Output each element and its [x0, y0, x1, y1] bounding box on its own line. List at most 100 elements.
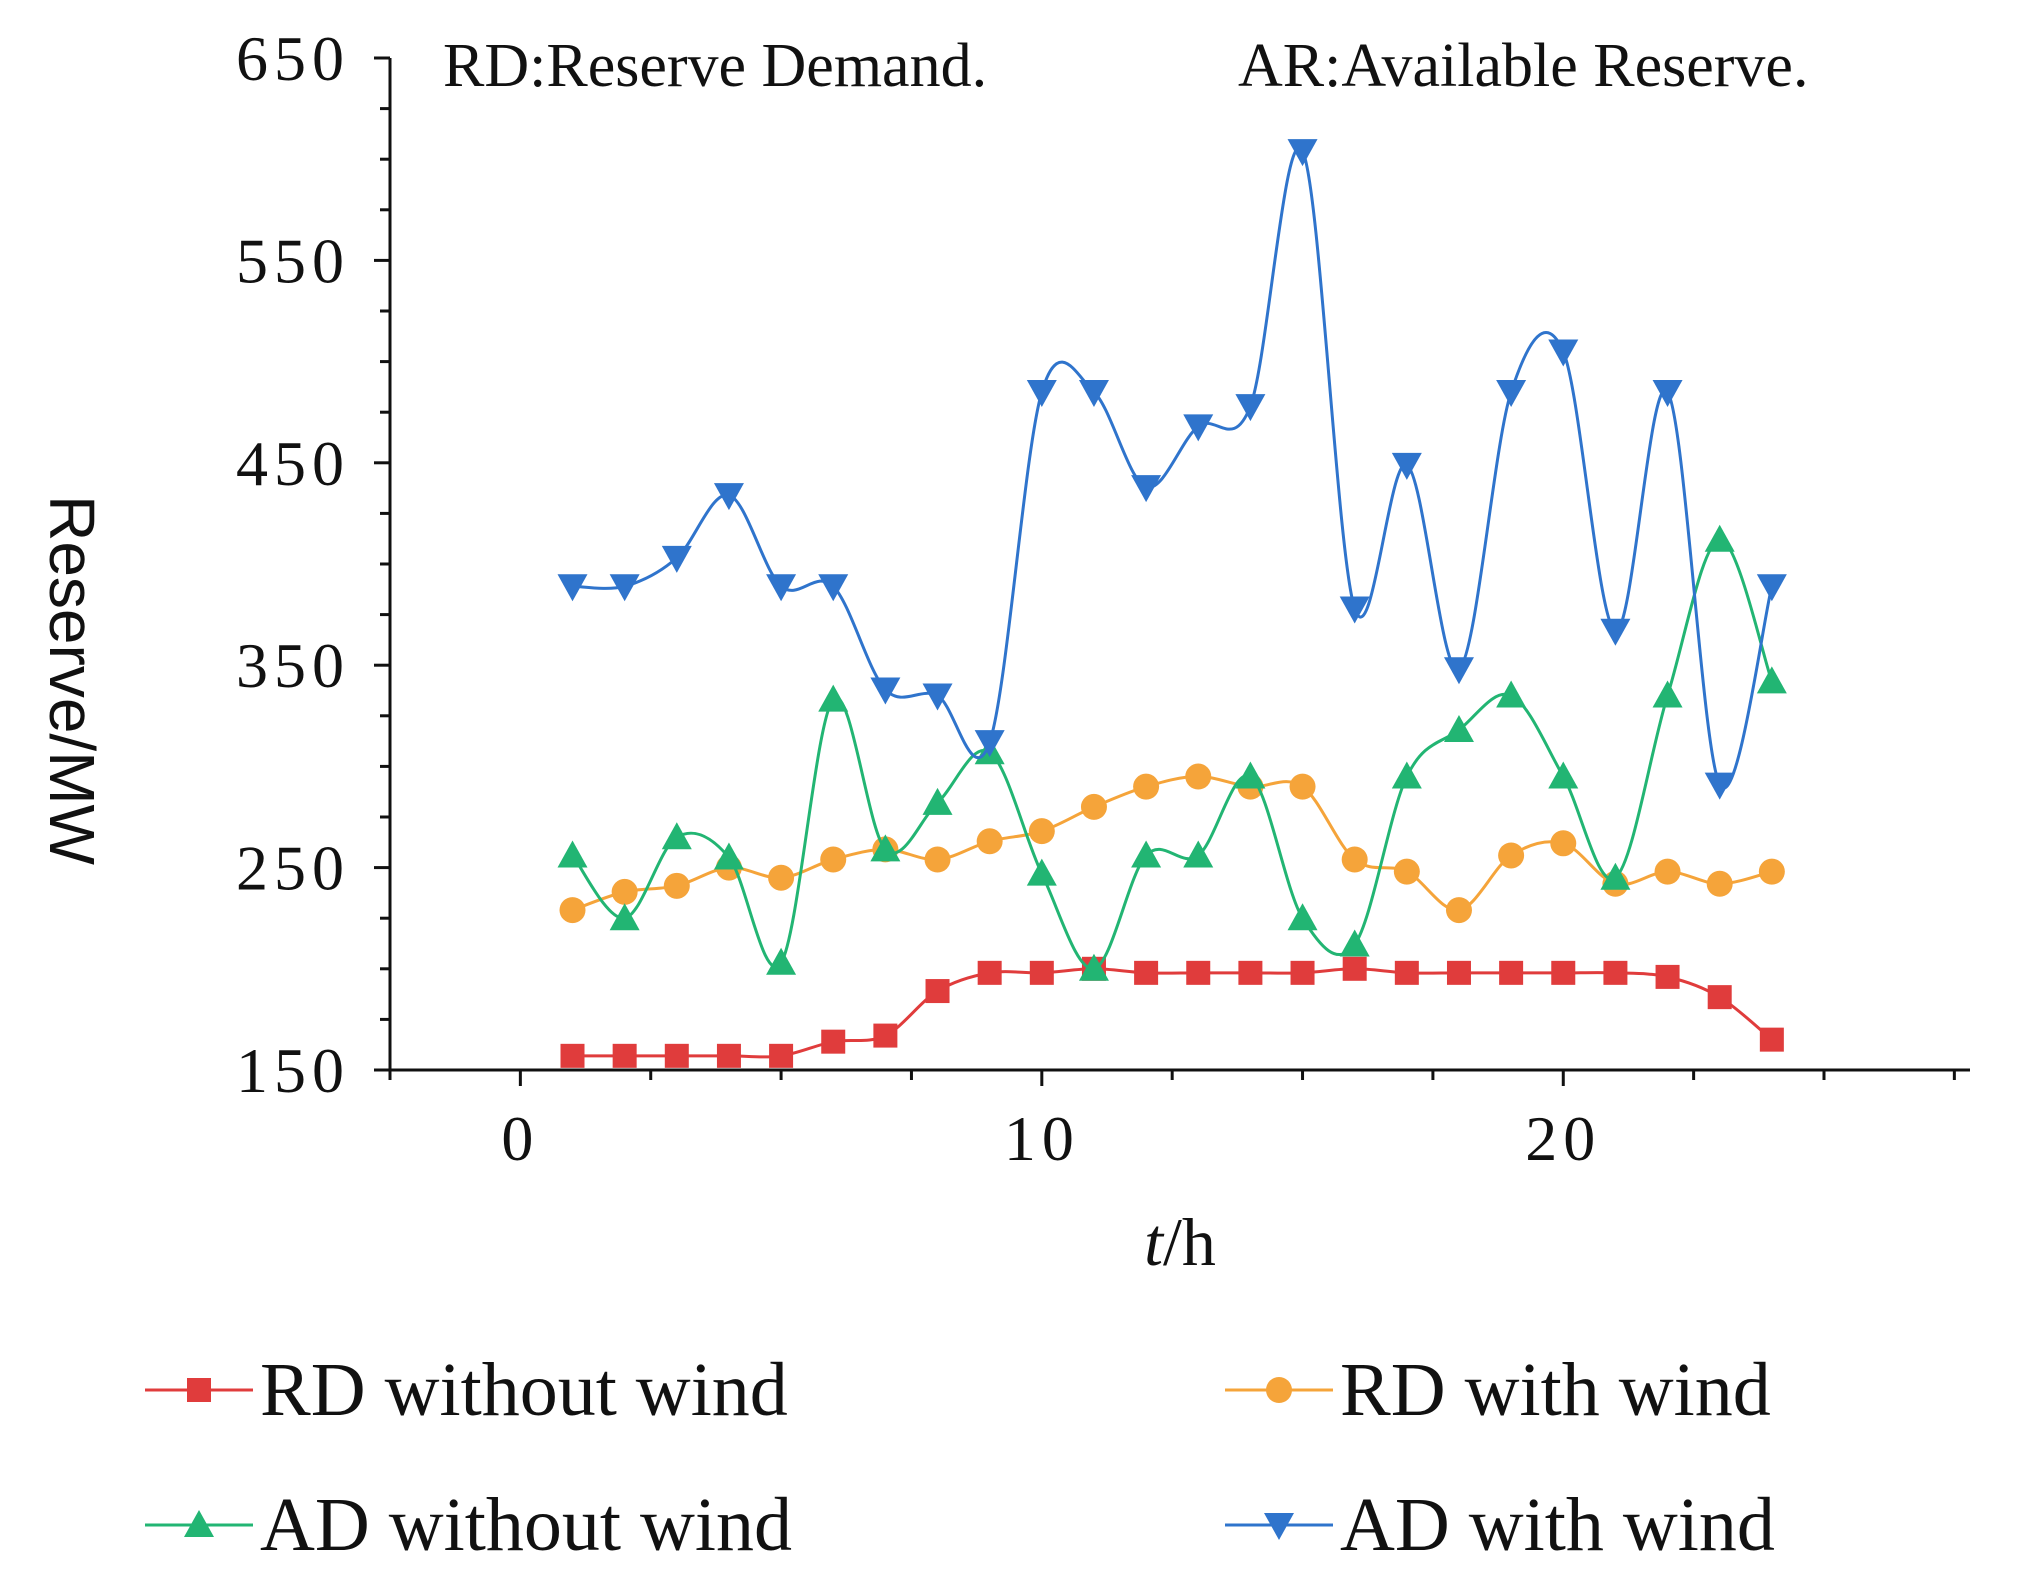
data-point-ad-with-wind	[766, 574, 797, 602]
legend-label: AD without wind	[260, 1483, 792, 1567]
data-point-ad-without-wind	[1078, 953, 1109, 981]
data-point-rd-with-wind	[924, 846, 951, 873]
data-point-ad-with-wind	[1548, 339, 1579, 367]
ticks	[374, 56, 1956, 1086]
series-rd-with-wind	[559, 763, 1785, 924]
data-point-rd-with-wind	[1445, 897, 1472, 924]
data-point-ad-with-wind	[1443, 657, 1474, 685]
data-point-ad-without-wind	[1704, 524, 1735, 552]
annotation-rd: RD:Reserve Demand.	[443, 32, 987, 100]
data-point-rd-with-wind	[1341, 846, 1368, 873]
legend-label: AD with wind	[1340, 1483, 1775, 1567]
data-point-rd-without-wind	[1551, 960, 1576, 985]
y-tick-label: 350	[236, 630, 350, 701]
data-point-ad-without-wind	[1235, 761, 1266, 789]
data-point-ad-without-wind	[713, 842, 744, 870]
data-point-ad-with-wind	[1391, 452, 1422, 480]
data-point-ad-with-wind	[661, 545, 692, 573]
legend-label: RD with wind	[1340, 1348, 1771, 1432]
data-point-ad-without-wind	[1131, 840, 1162, 868]
data-point-ad-with-wind	[922, 683, 953, 711]
data-point-ad-with-wind	[557, 574, 588, 602]
data-point-rd-with-wind	[559, 897, 586, 924]
series-ad-without-wind	[557, 524, 1787, 981]
series-line-rd-with-wind	[572, 775, 1773, 912]
data-point-rd-without-wind	[821, 1029, 846, 1054]
data-point-rd-without-wind	[1394, 960, 1419, 985]
data-point-rd-without-wind	[1186, 960, 1211, 985]
data-point-ad-with-wind	[1235, 394, 1266, 422]
data-point-ad-with-wind	[1339, 596, 1370, 624]
data-point-rd-with-wind	[768, 864, 795, 891]
data-point-rd-without-wind	[1707, 985, 1732, 1010]
legend-item-rd-with-wind: RD with wind	[1225, 1348, 1771, 1432]
data-point-rd-with-wind	[1133, 773, 1160, 800]
data-point-rd-with-wind	[1028, 818, 1055, 845]
data-point-rd-with-wind	[820, 846, 847, 873]
data-point-ad-with-wind	[870, 677, 901, 705]
x-axis-label-unit: /h	[1163, 1204, 1216, 1280]
data-point-rd-with-wind	[663, 872, 690, 899]
data-point-ad-with-wind	[1704, 772, 1735, 800]
data-point-ad-without-wind	[1756, 666, 1787, 694]
data-point-rd-without-wind	[716, 1043, 741, 1068]
y-tick-label: 550	[236, 225, 350, 296]
y-tick-label: 250	[236, 833, 350, 904]
data-point-rd-without-wind	[1603, 960, 1628, 985]
data-point-rd-with-wind	[1185, 763, 1212, 790]
series-rd-without-wind	[560, 956, 1784, 1068]
data-point-rd-with-wind	[1758, 858, 1785, 885]
data-point-rd-with-wind	[1550, 830, 1577, 857]
data-point-ad-without-wind	[922, 787, 953, 815]
x-tick-label: 20	[1525, 1103, 1601, 1174]
data-point-ad-without-wind	[1496, 680, 1527, 708]
legend-label: RD without wind	[260, 1348, 788, 1432]
data-point-ad-without-wind	[1443, 714, 1474, 742]
data-point-rd-without-wind	[1499, 960, 1524, 985]
data-point-rd-with-wind	[1393, 858, 1420, 885]
data-point-ad-with-wind	[1183, 414, 1214, 442]
data-point-ad-with-wind	[713, 483, 744, 511]
data-point-rd-without-wind	[560, 1043, 585, 1068]
data-point-rd-with-wind	[1654, 858, 1681, 885]
data-point-rd-without-wind	[977, 960, 1002, 985]
y-axis-label: Reserve/MW	[36, 495, 108, 865]
data-point-ad-without-wind	[1183, 840, 1214, 868]
x-axis-label: t/h	[1144, 1204, 1216, 1280]
series-ad-with-wind	[557, 139, 1787, 800]
data-point-rd-without-wind	[925, 979, 950, 1004]
data-point-ad-without-wind	[1548, 761, 1579, 789]
data-point-ad-without-wind	[557, 840, 588, 868]
legend-item-rd-without-wind: RD without wind	[145, 1348, 788, 1432]
data-point-rd-without-wind	[1238, 960, 1263, 985]
data-point-ad-with-wind	[1652, 379, 1683, 407]
data-point-ad-without-wind	[661, 822, 692, 850]
data-point-ad-with-wind	[1287, 139, 1318, 167]
series-line-ad-with-wind	[572, 146, 1774, 790]
data-point-rd-without-wind	[1759, 1027, 1784, 1052]
data-point-ad-without-wind	[766, 947, 797, 975]
data-point-ad-without-wind	[1652, 680, 1683, 708]
data-point-rd-without-wind	[769, 1043, 794, 1068]
data-point-rd-without-wind	[664, 1043, 689, 1068]
legend-marker	[1266, 1377, 1292, 1403]
data-point-ad-with-wind	[1026, 379, 1057, 407]
data-point-ad-with-wind	[1131, 475, 1162, 503]
legend: RD without wind RD with wind AD without wi…	[145, 1348, 1775, 1567]
legend-marker	[187, 1378, 211, 1402]
data-point-rd-with-wind	[1706, 870, 1733, 897]
data-point-rd-without-wind	[1655, 964, 1680, 989]
data-point-ad-without-wind	[1391, 761, 1422, 789]
data-point-rd-with-wind	[1289, 773, 1316, 800]
data-point-ad-without-wind	[1600, 862, 1631, 890]
data-point-rd-without-wind	[1342, 956, 1367, 981]
annotation-ar: AR:Available Reserve.	[1238, 32, 1808, 100]
data-point-ad-without-wind	[1026, 858, 1057, 886]
x-tick-label: 10	[1004, 1103, 1080, 1174]
series-line-ad-without-wind	[571, 538, 1774, 971]
data-point-ad-with-wind	[1600, 618, 1631, 646]
data-point-ad-without-wind	[609, 903, 640, 931]
legend-marker	[1264, 1513, 1294, 1540]
data-point-ad-without-wind	[1339, 929, 1370, 957]
